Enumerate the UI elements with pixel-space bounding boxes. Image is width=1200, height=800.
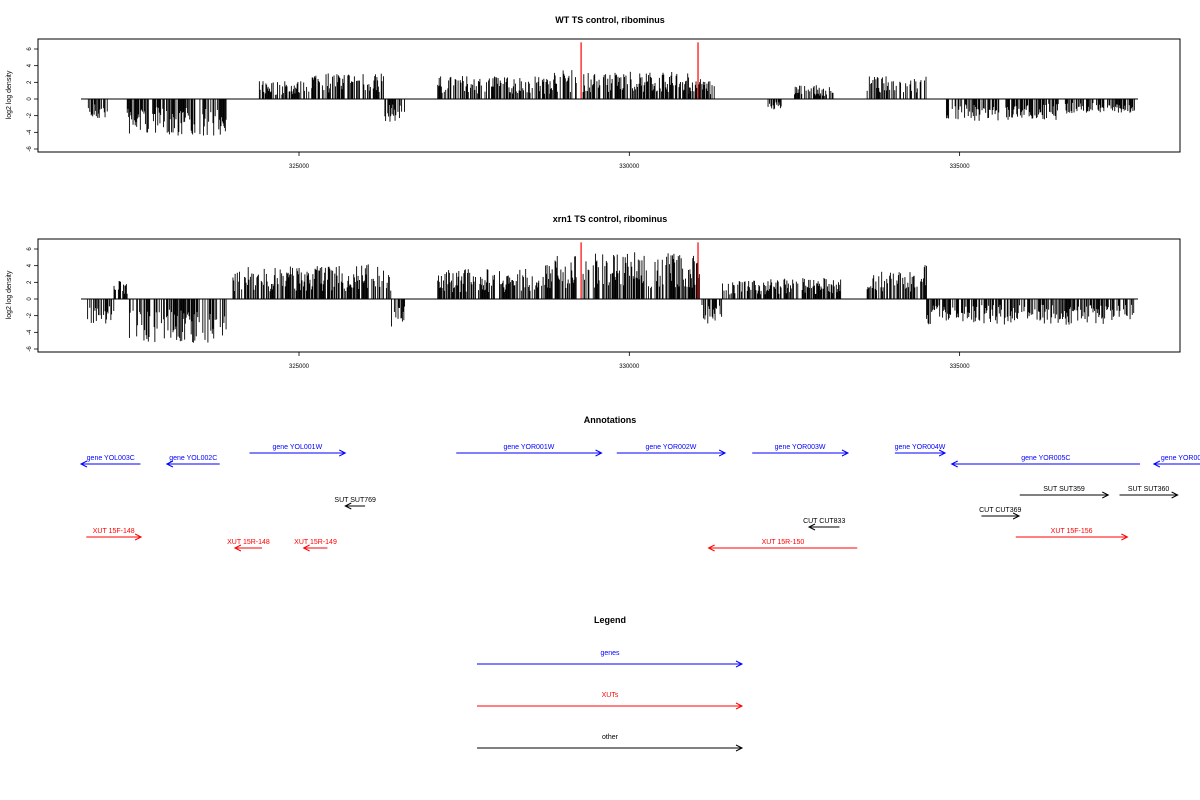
wt-plot-frame xyxy=(37,38,1181,153)
xrn1-y-tick-label: 2 xyxy=(27,280,33,284)
xrn1-density-panel: xrn1 TS control, ribominus log2 log dens… xyxy=(6,214,1181,370)
annotation-label: gene YOR001W xyxy=(503,444,554,451)
annotation-arrow xyxy=(456,449,603,457)
annotation-arrow xyxy=(233,544,263,552)
legend-items: genes XUTs other xyxy=(477,650,744,752)
xrn1-bars xyxy=(81,242,1138,343)
annotation-label: SUT SUT359 xyxy=(1043,486,1085,493)
xrn1-y-axis: -6 -4 -2 0 2 4 6 xyxy=(27,247,38,352)
annotation-arrow xyxy=(616,449,727,457)
annotation-label: XUT 15R-148 xyxy=(227,539,270,546)
annotation-label: gene YOR004W xyxy=(895,444,946,451)
legend-arrow xyxy=(477,702,744,710)
wt-y-tick-label: -2 xyxy=(27,112,33,118)
annotation-arrow xyxy=(807,523,840,531)
annotation-label: CUT CUT369 xyxy=(979,507,1021,514)
annotation-label: XUT 15F-148 xyxy=(93,528,135,535)
wt-y-axis: -6 -4 -2 0 2 4 6 xyxy=(27,47,38,152)
annotation-label: SUT SUT360 xyxy=(1128,486,1170,493)
annotation-arrow xyxy=(950,460,1140,468)
xrn1-x-tick-label: 330000 xyxy=(619,364,640,370)
annotation-label: XUT 15R-150 xyxy=(762,539,805,546)
wt-y-tick-label: 2 xyxy=(27,80,33,84)
wt-x-tick-label: 335000 xyxy=(950,164,971,170)
annotation-label: XUT 15F-156 xyxy=(1051,528,1093,535)
annotation-label: gene YOR002W xyxy=(646,444,697,451)
xrn1-chart-title: xrn1 TS control, ribominus xyxy=(553,214,668,224)
annotation-arrow xyxy=(165,460,220,468)
legend-label: XUTs xyxy=(602,692,619,699)
annotation-arrow xyxy=(86,533,143,541)
annotation-arrow xyxy=(707,544,858,552)
annotation-features: gene YOL003C gene YOL002C gene YOL001W gene… xyxy=(79,444,1200,552)
annotation-arrow xyxy=(1019,491,1110,499)
wt-x-tick-label: 330000 xyxy=(619,164,640,170)
xrn1-y-axis-label: log2 log density xyxy=(6,270,13,319)
annotation-label: SUT SUT769 xyxy=(334,497,376,504)
xrn1-x-axis: 325000 330000 335000 xyxy=(289,352,970,370)
annotation-arrow xyxy=(79,460,141,468)
wt-y-tick-label: 0 xyxy=(27,97,33,101)
annotations-track: Annotations gene YOL003C gene YOL002Cgene… xyxy=(79,415,1200,552)
wt-x-tick-label: 325000 xyxy=(289,164,310,170)
wt-x-axis: 325000 330000 335000 xyxy=(289,152,970,170)
legend: Legend genes XUTs other xyxy=(477,615,744,752)
wt-y-tick-label: 6 xyxy=(27,47,33,51)
wt-chart-title: WT TS control, ribominus xyxy=(555,15,665,25)
annotation-label: gene YOL001W xyxy=(273,444,323,451)
annotation-arrow xyxy=(1119,491,1179,499)
xrn1-x-tick-label: 325000 xyxy=(289,364,310,370)
wt-density-panel: WT TS control, ribominus log2 log densit… xyxy=(6,15,1181,170)
xrn1-y-tick-label: 6 xyxy=(27,247,33,251)
wt-y-tick-label: -4 xyxy=(27,129,33,135)
annotation-arrow xyxy=(752,449,850,457)
annotation-arrow xyxy=(981,512,1021,520)
legend-arrow xyxy=(477,744,744,752)
wt-y-axis-label: log2 log density xyxy=(6,70,13,119)
legend-title: Legend xyxy=(594,615,626,625)
annotation-label: gene YOR005C xyxy=(1021,455,1070,462)
legend-label: other xyxy=(602,734,619,741)
xrn1-y-tick-label: 0 xyxy=(27,297,33,301)
wt-y-tick-label: 4 xyxy=(27,63,33,67)
annotation-arrow xyxy=(249,449,347,457)
annotation-arrow xyxy=(894,449,947,457)
xrn1-x-tick-label: 335000 xyxy=(950,364,971,370)
annotation-label: CUT CUT833 xyxy=(803,518,845,525)
annotations-title: Annotations xyxy=(584,415,637,425)
annotation-label: XUT 15R-149 xyxy=(294,539,337,546)
annotation-arrow xyxy=(1015,533,1129,541)
annotation-label: gene YOR003W xyxy=(775,444,826,451)
xrn1-y-tick-label: 4 xyxy=(27,263,33,267)
xrn1-y-tick-label: -4 xyxy=(27,329,33,335)
annotation-label: gene YOL003C xyxy=(87,455,135,462)
annotation-label: gene YOR006C xyxy=(1161,455,1200,462)
xrn1-plot-frame xyxy=(37,238,1181,353)
annotation-label: gene YOL002C xyxy=(169,455,217,462)
annotation-arrow xyxy=(302,544,328,552)
legend-label: genes xyxy=(600,650,620,657)
annotation-arrow xyxy=(1152,460,1200,468)
wt-bars xyxy=(81,42,1138,136)
annotation-arrow xyxy=(344,502,366,510)
wt-y-tick-label: -6 xyxy=(27,146,33,152)
xrn1-y-tick-label: -2 xyxy=(27,312,33,318)
legend-arrow xyxy=(477,660,744,668)
xrn1-y-tick-label: -6 xyxy=(27,346,33,352)
